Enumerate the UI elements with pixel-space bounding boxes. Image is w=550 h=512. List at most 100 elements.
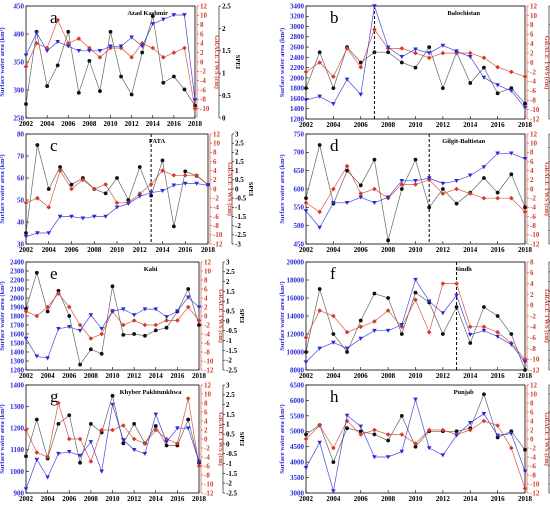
data-point-left [482, 305, 486, 309]
x-tick-label: 2002 [19, 120, 34, 128]
data-point-left [413, 290, 418, 295]
left-tick-label: 30 [17, 240, 25, 248]
data-point-left [110, 284, 115, 289]
data-point-grace [182, 172, 188, 178]
data-point-grace [317, 308, 322, 313]
panel-title: Balochistan [447, 10, 480, 17]
left-tick-label: 20000 [287, 258, 305, 266]
data-point-left [482, 176, 486, 180]
left-tick-label: 4000 [290, 459, 305, 467]
spei-tick-label: 2.5 [235, 140, 244, 148]
grace-tick-label: -10 [530, 231, 540, 239]
data-point-left [143, 333, 147, 338]
spei-tick-label: -2 [226, 480, 232, 488]
grace-tick-label: 2 [200, 49, 204, 57]
grace-tick-label: 0 [530, 185, 534, 193]
x-tick-label: 2014 [463, 121, 478, 129]
left-tick-label: 2600 [290, 43, 305, 51]
x-tick-label: 2016 [170, 495, 185, 503]
data-point-spei [344, 413, 350, 418]
x-tick-label: 2014 [156, 246, 171, 254]
grace-tick-label: 12 [530, 130, 538, 138]
x-tick-label: 2004 [326, 246, 341, 254]
data-point-spei [495, 334, 500, 339]
left-tick-label: 4500 [290, 443, 305, 451]
data-point-grace [66, 304, 72, 310]
x-tick-label: 2006 [65, 246, 80, 254]
data-point-grace [196, 463, 202, 469]
data-point-spei [121, 438, 126, 443]
data-point-grace [80, 177, 86, 183]
left-tick-label: 1700 [10, 321, 25, 329]
grace-tick-label: 0 [200, 58, 204, 66]
left-tick-label: 10000 [287, 348, 305, 356]
data-point-spei [522, 105, 528, 110]
left-tick-label: 1500 [10, 339, 25, 347]
spei-tick-label: 1.5 [235, 158, 244, 166]
spei-tick-label: 0 [226, 317, 230, 325]
data-point-spei [45, 356, 50, 361]
left-axis-title: Surface water area (km²) [0, 404, 6, 473]
grace-tick-label: -2 [530, 68, 536, 76]
data-point-spei [426, 176, 432, 181]
data-point-spei [164, 315, 169, 320]
data-point-left [110, 393, 115, 398]
x-tick-label: 2002 [19, 495, 34, 503]
data-point-spei [454, 433, 459, 438]
x-tick-label: 2010 [409, 246, 424, 254]
series-line-spei [25, 404, 200, 490]
data-point-spei [142, 307, 148, 312]
data-point-grace [426, 427, 432, 433]
data-point-spei [108, 44, 113, 49]
data-point-spei [46, 231, 52, 236]
x-tick-label: 2012 [436, 121, 451, 129]
grace-tick-label: -6 [204, 462, 210, 470]
data-point-grace [185, 396, 191, 401]
grace-tick-label: -2 [204, 321, 210, 329]
data-point-grace [88, 336, 94, 341]
data-point-grace [142, 441, 148, 446]
data-point-grace [77, 322, 83, 328]
data-point-spei [34, 354, 40, 359]
data-point-left [78, 362, 82, 367]
left-tick-label: 350 [14, 58, 25, 66]
series-line-grace [305, 420, 526, 489]
data-point-spei [331, 102, 336, 107]
panel-letter: c [50, 136, 58, 155]
data-point-grace [56, 291, 61, 296]
data-point-left [186, 287, 191, 291]
x-tick-label: 2004 [40, 120, 55, 128]
data-point-spei [454, 178, 459, 183]
data-point-grace [372, 319, 377, 324]
grace-tick-label: 12 [204, 381, 212, 389]
left-tick-label: 3000 [290, 489, 305, 497]
left-tick-label: 16000 [287, 294, 305, 302]
left-tick-label: 80 [17, 130, 25, 138]
grace-tick-label: -12 [530, 240, 540, 248]
x-tick-label: 2006 [61, 120, 76, 128]
grace-tick-label: 0 [530, 302, 534, 310]
spei-tick-label: 0 [226, 440, 230, 448]
data-point-left [495, 190, 500, 195]
data-point-left [345, 350, 349, 354]
data-point-spei [317, 225, 322, 230]
data-point-grace [344, 163, 350, 169]
grace-tick-label: -12 [530, 366, 540, 374]
spei-axis-title: SPEI [234, 55, 241, 70]
data-point-left [317, 50, 322, 55]
data-point-left [345, 168, 349, 173]
data-point-left [304, 196, 308, 201]
left-axis-title: Surface water area (km²) [0, 154, 6, 223]
left-tick-label: 400 [14, 30, 25, 38]
data-point-spei [23, 336, 29, 341]
left-tick-label: 1400 [290, 105, 305, 113]
left-axis-title: Surface water area (km²) [279, 404, 286, 473]
left-tick-label: 3000 [290, 23, 305, 31]
data-point-spei [56, 326, 61, 331]
data-point-grace [495, 329, 500, 335]
spei-tick-label: -3 [235, 240, 241, 248]
grace-tick-label: 2 [213, 176, 217, 184]
data-point-grace [175, 441, 180, 446]
data-point-grace [23, 64, 29, 69]
data-point-grace [522, 74, 528, 79]
